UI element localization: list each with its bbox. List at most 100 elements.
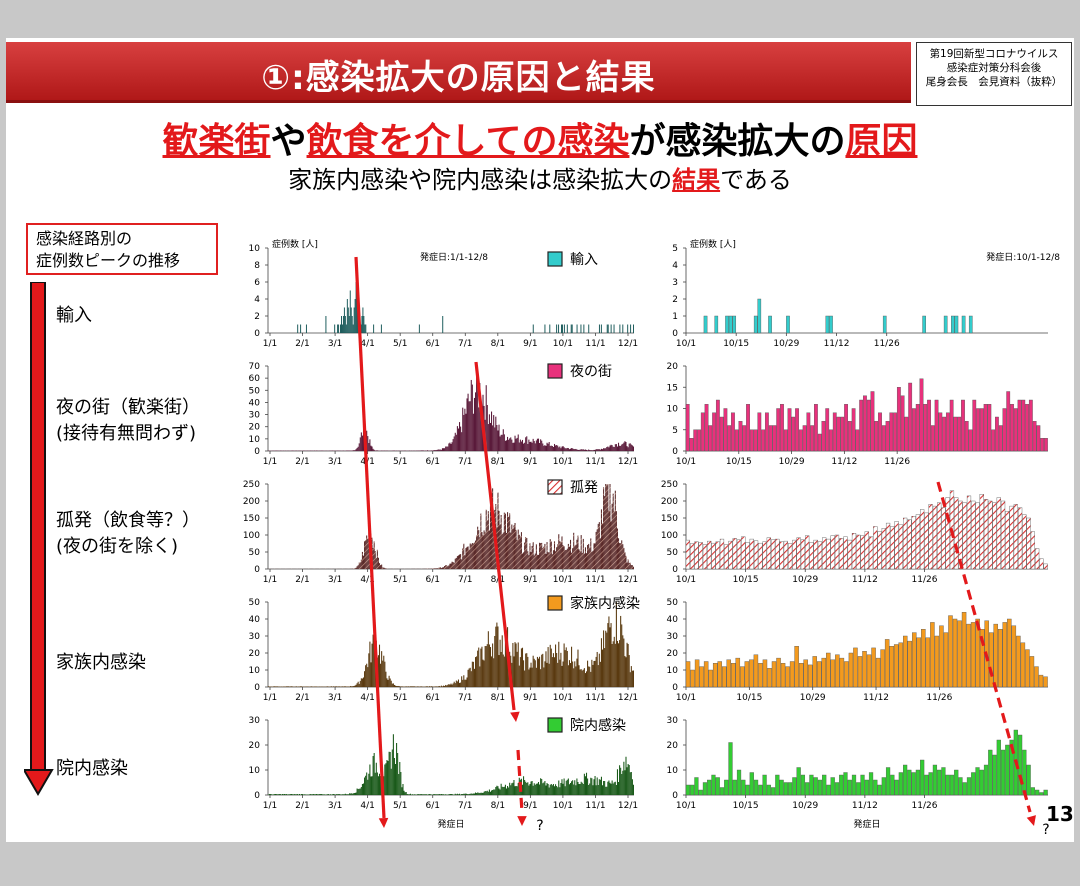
x-tick-label: 11/26 [884,457,910,467]
bar [598,653,600,687]
bar [566,548,568,569]
bar [610,444,612,451]
bar [600,509,602,569]
bar [937,769,942,796]
bar [600,324,602,333]
bar [433,450,435,451]
bar [727,425,732,452]
bar [1022,749,1027,796]
bar [355,282,357,333]
bar [573,668,575,687]
bar [610,521,612,569]
bar [908,382,913,452]
bar [464,679,466,687]
bar [362,555,365,569]
bar [537,438,540,451]
y-tick-label: 5 [672,426,678,436]
bar [579,449,581,451]
y-tick-label: 40 [667,615,679,625]
bar [1021,399,1026,452]
bar [578,449,580,451]
bar [582,784,584,795]
bar [461,794,463,795]
bar [526,783,528,795]
legend-label: 孤発 [570,480,598,496]
bar [438,567,440,569]
bar [470,544,472,569]
bar [268,686,270,687]
bar [510,437,512,451]
bar [724,544,729,570]
bar [722,666,727,688]
bar [288,686,290,687]
row-label-import: 輸入 [56,305,92,326]
bar [278,686,280,687]
x-tick-label: 8/1 [491,693,505,703]
bar [610,324,612,333]
x-tick-label: 11/12 [824,339,850,349]
bar [585,671,588,687]
bar [806,412,811,452]
bar [279,794,281,795]
bar [354,793,356,795]
bar [434,686,436,687]
bar [341,324,343,333]
y-tick-label: 6 [254,278,260,288]
bar [863,395,867,452]
bar [690,543,695,570]
peak-trend-arrowhead-3 [1026,815,1036,826]
bar [758,784,763,796]
x-tick-label: 2/1 [295,457,309,467]
bar [945,497,950,570]
bar [847,421,852,452]
bar [776,408,781,452]
bar [916,637,922,688]
bar [766,784,771,796]
x-tick-label: 2/1 [295,801,309,811]
bar [284,686,286,687]
bar [314,686,317,687]
bar [472,793,474,795]
bar [890,526,895,570]
bar [912,632,917,688]
bar [365,775,367,795]
bar [513,656,515,687]
bar [719,787,725,796]
y-tick-label: 20 [667,649,679,659]
bar [374,551,376,569]
bar [942,416,947,452]
bar [286,686,288,687]
bar [585,449,588,451]
bar [479,666,481,687]
bar [359,437,361,451]
bar [420,450,422,451]
y-tick-label: 0 [672,447,678,457]
bar [566,447,568,451]
x-tick-label: 3/1 [328,457,342,467]
bar [455,434,457,451]
bar [357,446,359,451]
bar [476,793,478,795]
bar [796,767,801,796]
bar [340,794,342,795]
bar [550,541,552,569]
bar [348,794,350,795]
bar [885,522,891,570]
bar [598,324,600,333]
bar [448,684,450,687]
bar [742,425,747,452]
bar [523,443,525,451]
bar [503,512,505,569]
bar [475,540,477,569]
bar [499,524,501,569]
bar [518,442,520,451]
x-tick-label: 10/1 [553,339,573,349]
bar [467,546,469,569]
bar [873,526,878,570]
bar [463,414,465,451]
bar [371,776,373,795]
bar [766,537,771,570]
bar [276,686,278,687]
bar [475,657,477,687]
bar [1007,618,1012,688]
